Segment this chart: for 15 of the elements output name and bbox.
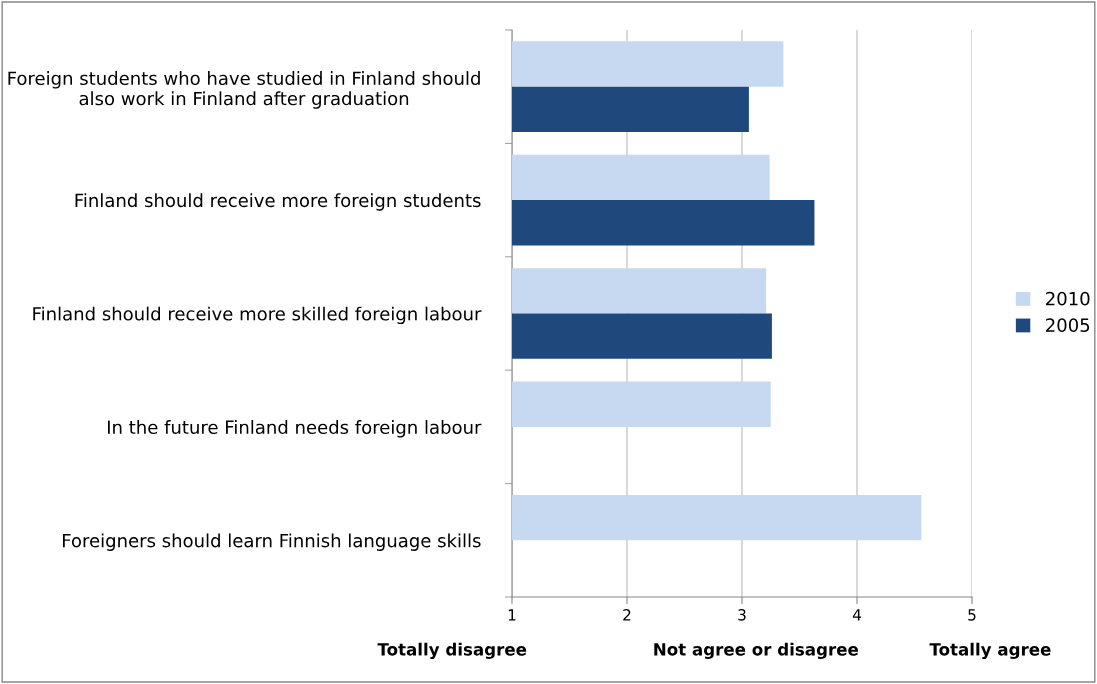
y-tick-label: Foreign students who have studied in Finland should also work in Finland after graduation <box>8 71 480 109</box>
y-tick-label: Foreigners should learn Finnish language skills <box>62 533 481 551</box>
y-tick-label: Finland should receive more skilled foreign labour <box>33 306 482 325</box>
x-tick-label: 4 <box>852 609 861 621</box>
legend-label: 2005 <box>1046 318 1090 332</box>
x-tick-label: 2 <box>623 609 631 621</box>
text: Not agree or disagree <box>654 642 858 659</box>
text: Totally disagree <box>377 642 527 659</box>
x-tick-label: 1 <box>508 609 516 621</box>
y-tick-label: In the future Finland needs foreign labour <box>107 420 482 438</box>
legend-label: 2010 <box>1046 291 1090 306</box>
y-tick-label: Finland should receive more foreign students <box>75 193 481 211</box>
x-tick-label: 3 <box>738 609 746 621</box>
x-tick-label: 5 <box>968 609 976 621</box>
text: Totally agree <box>929 642 1051 659</box>
